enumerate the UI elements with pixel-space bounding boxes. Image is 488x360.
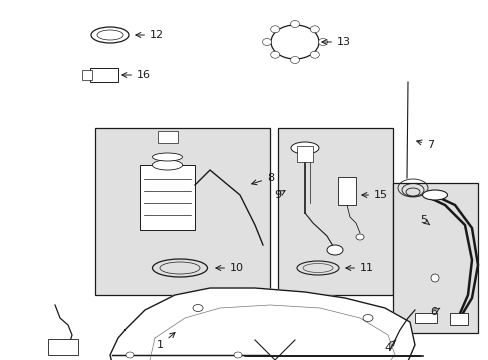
Ellipse shape xyxy=(290,142,318,154)
Ellipse shape xyxy=(326,245,342,255)
Text: 15: 15 xyxy=(361,190,387,200)
Ellipse shape xyxy=(355,234,363,240)
Bar xyxy=(278,128,392,295)
Ellipse shape xyxy=(318,39,327,45)
Ellipse shape xyxy=(310,26,319,33)
Ellipse shape xyxy=(262,39,271,45)
Bar xyxy=(414,313,436,323)
Text: 4: 4 xyxy=(383,340,395,353)
Text: 5: 5 xyxy=(419,215,429,225)
Ellipse shape xyxy=(270,51,279,58)
Ellipse shape xyxy=(152,153,182,161)
Text: 10: 10 xyxy=(215,263,244,273)
Ellipse shape xyxy=(270,26,279,33)
Ellipse shape xyxy=(290,21,299,27)
Text: 13: 13 xyxy=(321,37,350,47)
Bar xyxy=(296,146,312,162)
Text: 16: 16 xyxy=(122,70,151,80)
Ellipse shape xyxy=(234,352,242,358)
Bar xyxy=(157,131,177,143)
Text: 7: 7 xyxy=(416,140,433,150)
Ellipse shape xyxy=(362,315,372,321)
Bar xyxy=(392,183,477,333)
Bar xyxy=(337,177,355,205)
Ellipse shape xyxy=(290,57,299,63)
Ellipse shape xyxy=(152,160,182,170)
Text: 14: 14 xyxy=(0,359,1,360)
Ellipse shape xyxy=(422,190,447,200)
Bar xyxy=(95,128,269,295)
Ellipse shape xyxy=(193,305,203,311)
Text: 3: 3 xyxy=(0,359,1,360)
Bar xyxy=(90,68,118,82)
Text: 8: 8 xyxy=(251,173,274,185)
Text: 2: 2 xyxy=(0,359,1,360)
Text: 6: 6 xyxy=(429,307,439,317)
Bar xyxy=(140,165,195,230)
Text: 11: 11 xyxy=(345,263,373,273)
Text: 12: 12 xyxy=(136,30,164,40)
Bar xyxy=(82,70,92,80)
Ellipse shape xyxy=(126,352,134,358)
Ellipse shape xyxy=(310,51,319,58)
Bar xyxy=(449,313,467,325)
Text: 9: 9 xyxy=(273,190,285,200)
Text: 1: 1 xyxy=(157,333,175,350)
Polygon shape xyxy=(110,288,414,360)
Ellipse shape xyxy=(430,274,438,282)
Bar xyxy=(48,339,78,355)
